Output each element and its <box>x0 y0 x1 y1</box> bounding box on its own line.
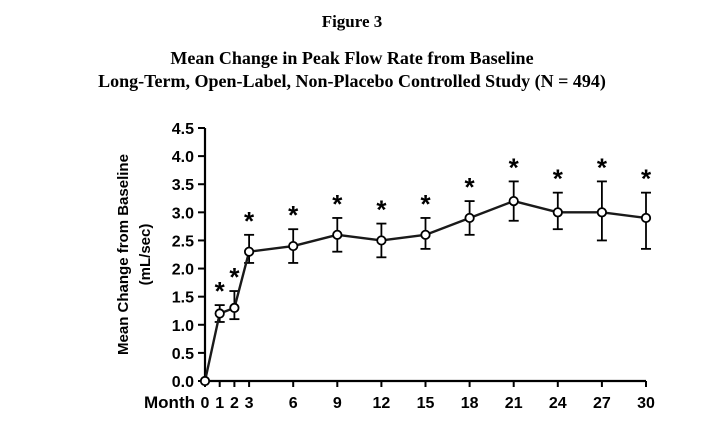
significance-asterisk: * <box>465 172 476 202</box>
y-axis-title-line2: (mL/sec) <box>137 224 154 286</box>
y-tick-label: 2.0 <box>172 262 194 279</box>
data-point-marker <box>244 246 255 257</box>
figure-title-line1: Mean Change in Peak Flow Rate from Basel… <box>170 48 534 68</box>
data-point-marker <box>596 207 608 218</box>
x-tick-label: 6 <box>289 395 298 412</box>
x-tick-label: 21 <box>505 395 523 412</box>
significance-asterisk: * <box>229 262 240 292</box>
y-tick-label: 0.0 <box>172 374 194 391</box>
y-tick-label: 3.0 <box>172 205 194 222</box>
data-point-marker <box>552 207 563 218</box>
significance-asterisk: * <box>376 195 387 225</box>
y-tick-label: 2.5 <box>172 233 194 250</box>
x-tick-label: 27 <box>593 395 611 412</box>
significance-asterisk: * <box>641 164 652 194</box>
significance-asterisk: * <box>509 152 520 182</box>
x-tick-label: 2 <box>230 395 239 412</box>
data-point-marker <box>332 229 343 240</box>
data-point-marker <box>288 240 299 252</box>
y-tick-label: 1.0 <box>172 318 194 335</box>
data-point-marker <box>214 308 225 319</box>
x-tick-label: 0 <box>201 395 210 412</box>
x-tick-label: 30 <box>637 395 655 412</box>
y-tick-label: 0.5 <box>172 346 194 363</box>
data-point-marker <box>640 212 652 224</box>
y-axis-title-line1: Mean Change from Baseline <box>115 154 132 355</box>
significance-asterisk: * <box>597 152 608 182</box>
x-tick-label: 15 <box>417 395 435 412</box>
x-axis-title: Month <box>144 393 195 412</box>
y-tick-label: 1.5 <box>172 290 194 307</box>
data-point-marker <box>464 212 475 224</box>
chart-area: 0.0 0.5 1.0 1.5 2.0 2.5 3.0 3.5 4.0 4.5 0 1 2 3 6 9 12 15… <box>0 103 704 446</box>
y-tick-label: 4.0 <box>172 149 194 166</box>
significance-asterisk: * <box>215 276 226 306</box>
y-tick-label: 3.5 <box>172 177 194 194</box>
data-point-marker <box>420 229 431 240</box>
figure-title-line2: Long-Term, Open-Label, Non-Placebo Contr… <box>98 71 606 92</box>
x-tick-label: 9 <box>333 395 342 412</box>
chart-svg: 0.00.51.01.52.02.53.03.54.04.50 1 2 3 6 9 12 15… <box>115 121 655 412</box>
significance-asterisk: * <box>244 206 255 236</box>
x-tick-label: 1 <box>215 395 224 412</box>
x-tick-label: 12 <box>373 395 391 412</box>
x-tick-label: 18 <box>461 395 479 412</box>
y-tick-label: 4.5 <box>172 121 194 138</box>
axes-lines <box>203 128 646 383</box>
data-point-marker <box>229 302 240 314</box>
significance-asterisk: * <box>553 164 564 194</box>
figure-label: Figure 3 <box>321 12 383 31</box>
data-point-marker <box>508 195 519 207</box>
significance-asterisk: * <box>420 189 431 219</box>
significance-asterisk: * <box>332 189 343 219</box>
x-tick-label: 24 <box>549 395 567 412</box>
significance-asterisk: * <box>288 200 299 230</box>
data-point-marker <box>199 375 211 387</box>
data-point-marker <box>376 235 387 246</box>
x-tick-label: 3 <box>245 395 254 412</box>
